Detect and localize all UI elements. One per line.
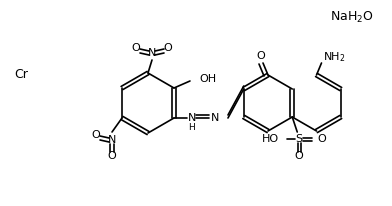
- Text: O: O: [108, 151, 116, 161]
- Text: O: O: [163, 43, 172, 53]
- Text: O: O: [295, 151, 304, 161]
- Text: NaH$_2$O: NaH$_2$O: [330, 9, 374, 25]
- Text: S: S: [296, 134, 303, 144]
- Text: N: N: [211, 113, 219, 123]
- Text: HO: HO: [262, 134, 279, 144]
- Text: Cr: Cr: [14, 69, 28, 82]
- Text: N: N: [108, 135, 116, 145]
- Text: N: N: [188, 113, 196, 123]
- Text: H: H: [189, 123, 195, 131]
- Text: OH: OH: [199, 74, 216, 84]
- Text: O: O: [257, 51, 265, 61]
- Text: N: N: [148, 48, 156, 58]
- Text: O: O: [92, 130, 100, 140]
- Text: O: O: [132, 43, 140, 53]
- Text: O: O: [317, 134, 326, 144]
- Text: NH$_2$: NH$_2$: [323, 50, 346, 64]
